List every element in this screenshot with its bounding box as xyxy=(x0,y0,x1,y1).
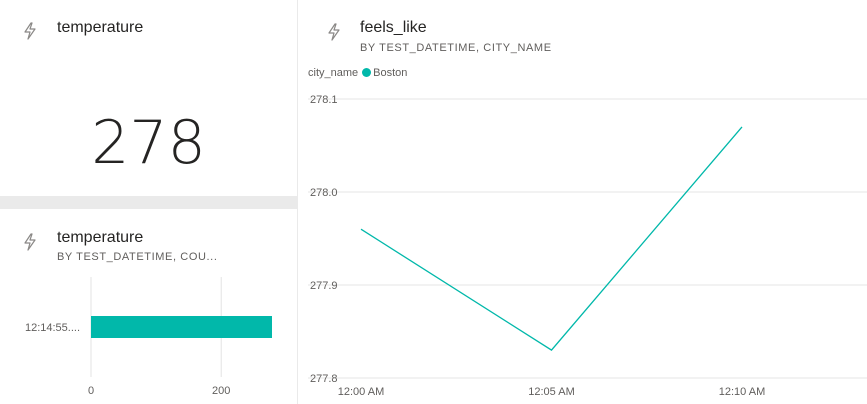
y-tick-label: 278.1 xyxy=(310,94,338,106)
tile-subtitle: BY TEST_DATETIME, COU... xyxy=(57,251,218,263)
y-tick-label: 278.0 xyxy=(310,187,338,199)
x-tick-label: 12:05 AM xyxy=(528,386,574,398)
tile-subtitle: BY TEST_DATETIME, CITY_NAME xyxy=(360,42,552,54)
y-tick-label: 12:14:55.... xyxy=(25,322,80,334)
tile-title: feels_like xyxy=(360,19,427,36)
card-value: 278 xyxy=(91,108,206,178)
legend-item-label[interactable]: Boston xyxy=(373,67,408,79)
x-tick-label: 0 xyxy=(88,385,94,397)
y-tick-label: 277.8 xyxy=(310,373,338,385)
x-tick-label: 12:00 AM xyxy=(338,386,384,398)
tile-title: temperature xyxy=(57,229,144,246)
legend-title: city_name xyxy=(308,67,359,79)
legend-swatch xyxy=(362,68,372,77)
x-tick-label: 12:10 AM xyxy=(719,386,765,398)
y-tick-label: 277.9 xyxy=(310,280,338,292)
bar-chart: 0 200 12:14:55.... xyxy=(25,277,272,397)
bar-chart-tile[interactable]: temperature BY TEST_DATETIME, COU... 0 20… xyxy=(0,209,297,404)
line-chart-tile[interactable]: feels_like BY TEST_DATETIME, CITY_NAME c… xyxy=(298,0,867,404)
lightning-bolt-icon xyxy=(24,233,36,251)
lightning-bolt-icon xyxy=(24,22,36,40)
tile-title: temperature xyxy=(57,19,144,36)
chart-legend: city_name Boston xyxy=(308,67,407,79)
series-line xyxy=(360,126,743,351)
card-tile[interactable]: temperature 278 xyxy=(0,0,297,196)
lightning-bolt-icon xyxy=(328,23,340,41)
x-tick-label: 200 xyxy=(212,385,230,397)
line-chart: 278.1 278.0 277.9 277.812:00 AM 12:05 AM 12:1… xyxy=(308,94,867,398)
bar xyxy=(91,316,272,338)
